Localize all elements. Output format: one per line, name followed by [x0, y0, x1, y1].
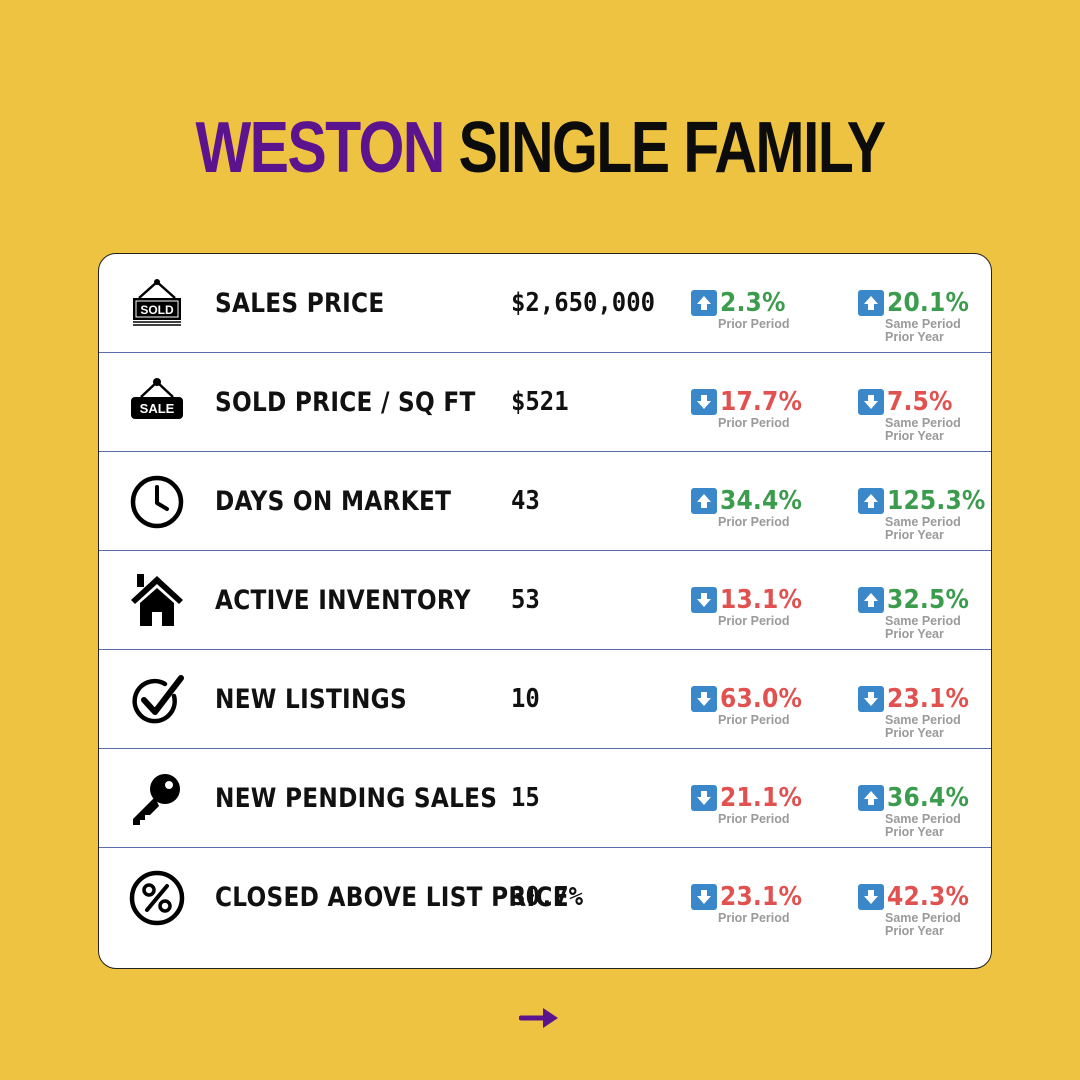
house-icon: [127, 571, 187, 631]
prior-period-label: Prior Period: [718, 515, 790, 529]
same-period-label: Same Period: [885, 317, 961, 331]
prior-year-label: Prior Year: [885, 329, 944, 344]
table-row: ACTIVE INVENTORY 53 13.1% Prior Period 3…: [99, 551, 991, 650]
page-title: WESTON SINGLE FAMILY: [97, 112, 983, 184]
arrow-up-icon: [858, 587, 884, 613]
checkmark-circle-icon: [127, 670, 187, 730]
prior-period-change: 23.1% Prior Period: [691, 882, 831, 925]
prior-year-change: 125.3% Same Period Prior Year: [858, 486, 991, 542]
prior-year-label: Prior Year: [885, 527, 944, 542]
same-period-label: Same Period: [885, 812, 961, 826]
arrow-right-icon[interactable]: [519, 1005, 561, 1031]
same-period-label: Same Period: [885, 416, 961, 430]
metric-label: SALES PRICE: [215, 288, 385, 319]
svg-text:SALE: SALE: [140, 401, 175, 416]
prior-year-change: 20.1% Same Period Prior Year: [858, 288, 991, 344]
prior-year-change: 23.1% Same Period Prior Year: [858, 684, 991, 740]
prior-year-pct: 32.5%: [887, 585, 970, 615]
prior-year-label: Prior Year: [885, 428, 944, 443]
arrow-down-icon: [858, 389, 884, 415]
prior-period-pct: 63.0%: [720, 684, 803, 714]
arrow-down-icon: [691, 785, 717, 811]
prior-period-label: Prior Period: [718, 911, 790, 925]
same-period-label: Same Period: [885, 614, 961, 628]
arrow-down-icon: [858, 686, 884, 712]
table-row: CLOSED ABOVE LIST PRICE 30.7% 23.1% Prio…: [99, 848, 991, 947]
arrow-down-icon: [691, 686, 717, 712]
same-period-label: Same Period: [885, 515, 961, 529]
prior-year-change: 36.4% Same Period Prior Year: [858, 783, 991, 839]
metric-value: $521: [511, 387, 569, 417]
title-accent: WESTON: [195, 108, 446, 188]
prior-period-change: 13.1% Prior Period: [691, 585, 831, 628]
key-icon: [127, 769, 187, 829]
prior-year-label: Prior Year: [885, 725, 944, 740]
metric-label: CLOSED ABOVE LIST PRICE: [215, 882, 569, 913]
prior-year-pct: 42.3%: [887, 882, 970, 912]
metric-value: 15: [511, 783, 540, 813]
percent-circle-icon: [127, 868, 187, 928]
prior-period-change: 21.1% Prior Period: [691, 783, 831, 826]
prior-period-change: 17.7% Prior Period: [691, 387, 831, 430]
table-row: NEW PENDING SALES 15 21.1% Prior Period …: [99, 749, 991, 848]
prior-year-label: Prior Year: [885, 626, 944, 641]
metric-value: 10: [511, 684, 540, 714]
metric-label: ACTIVE INVENTORY: [215, 585, 471, 616]
arrow-up-icon: [858, 488, 884, 514]
arrow-down-icon: [858, 884, 884, 910]
prior-year-change: 32.5% Same Period Prior Year: [858, 585, 991, 641]
prior-period-change: 2.3% Prior Period: [691, 288, 831, 331]
svg-text:SOLD: SOLD: [140, 303, 174, 317]
arrow-down-icon: [691, 587, 717, 613]
table-row: NEW LISTINGS 10 63.0% Prior Period 23.1%…: [99, 650, 991, 749]
prior-year-pct: 7.5%: [887, 387, 953, 417]
metric-label: DAYS ON MARKET: [215, 486, 452, 517]
metric-label: NEW LISTINGS: [215, 684, 407, 715]
prior-period-pct: 34.4%: [720, 486, 803, 516]
prior-year-pct: 36.4%: [887, 783, 970, 813]
prior-period-pct: 2.3%: [720, 288, 786, 318]
table-row: SOLD SALES PRICE $2,650,000 2.3% Prior P…: [99, 254, 991, 353]
stats-card: SOLD SALES PRICE $2,650,000 2.3% Prior P…: [98, 253, 992, 969]
arrow-down-icon: [691, 884, 717, 910]
arrow-up-icon: [691, 488, 717, 514]
clock-icon: [127, 472, 187, 532]
prior-year-label: Prior Year: [885, 923, 944, 938]
prior-year-pct: 23.1%: [887, 684, 970, 714]
prior-period-pct: 21.1%: [720, 783, 803, 813]
same-period-label: Same Period: [885, 713, 961, 727]
prior-period-change: 63.0% Prior Period: [691, 684, 831, 727]
prior-year-pct: 20.1%: [887, 288, 970, 318]
arrow-up-icon: [858, 785, 884, 811]
sale-tag-icon: SALE: [127, 373, 187, 433]
arrow-up-icon: [691, 290, 717, 316]
prior-year-label: Prior Year: [885, 824, 944, 839]
prior-period-label: Prior Period: [718, 614, 790, 628]
prior-period-label: Prior Period: [718, 317, 790, 331]
prior-period-pct: 23.1%: [720, 882, 803, 912]
metric-label: NEW PENDING SALES: [215, 783, 498, 814]
metric-value: 53: [511, 585, 540, 615]
title-main: SINGLE FAMILY: [458, 108, 887, 188]
prior-period-label: Prior Period: [718, 713, 790, 727]
metric-value: 43: [511, 486, 540, 516]
prior-period-label: Prior Period: [718, 416, 790, 430]
prior-period-label: Prior Period: [718, 812, 790, 826]
arrow-down-icon: [691, 389, 717, 415]
same-period-label: Same Period: [885, 911, 961, 925]
arrow-up-icon: [858, 290, 884, 316]
metric-value: 30.7%: [511, 882, 584, 912]
prior-year-pct: 125.3%: [887, 486, 986, 516]
metric-value: $2,650,000: [511, 288, 656, 318]
sold-sign-icon: SOLD: [127, 274, 187, 334]
prior-year-change: 42.3% Same Period Prior Year: [858, 882, 991, 938]
table-row: DAYS ON MARKET 43 34.4% Prior Period 125…: [99, 452, 991, 551]
prior-year-change: 7.5% Same Period Prior Year: [858, 387, 991, 443]
metric-label: SOLD PRICE / SQ FT: [215, 387, 476, 418]
prior-period-pct: 17.7%: [720, 387, 803, 417]
prior-period-change: 34.4% Prior Period: [691, 486, 831, 529]
table-row: SALE SOLD PRICE / SQ FT $521 17.7% Prior…: [99, 353, 991, 452]
prior-period-pct: 13.1%: [720, 585, 803, 615]
